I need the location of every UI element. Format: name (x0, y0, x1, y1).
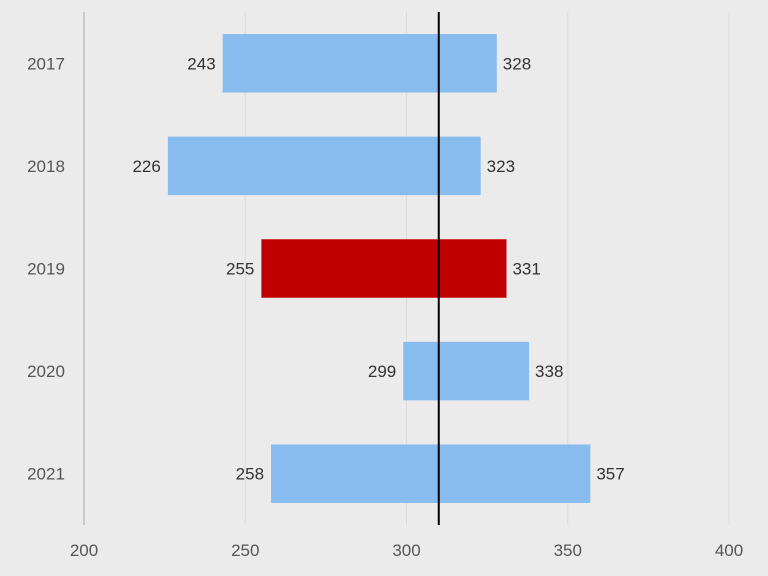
bar-2017 (222, 34, 497, 93)
high-value-label: 328 (503, 54, 531, 73)
low-value-label: 299 (368, 362, 396, 381)
x-tick-label: 400 (715, 541, 743, 560)
low-value-label: 255 (226, 260, 254, 279)
high-value-label: 357 (596, 465, 624, 484)
category-label: 2017 (27, 54, 65, 73)
high-value-label: 331 (512, 260, 540, 279)
category-label: 2021 (27, 465, 65, 484)
x-tick-label: 300 (392, 541, 420, 560)
labels: 200 250 300 350 400 2017 243 328 2018 226 323 2019 2… (27, 54, 743, 560)
category-label: 2020 (27, 362, 65, 381)
category-label: 2018 (27, 157, 65, 176)
low-value-label: 226 (132, 157, 160, 176)
bar-2019 (261, 239, 507, 298)
x-tick-label: 200 (70, 541, 98, 560)
low-value-label: 258 (236, 465, 264, 484)
high-value-label: 323 (487, 157, 515, 176)
category-label: 2019 (27, 260, 65, 279)
x-tick-label: 350 (554, 541, 582, 560)
bars (167, 34, 591, 503)
x-tick-label: 250 (231, 541, 259, 560)
low-value-label: 243 (187, 54, 215, 73)
bar-2021 (271, 444, 591, 503)
high-value-label: 338 (535, 362, 563, 381)
grid-lines (244, 12, 730, 525)
bar-2018 (167, 136, 481, 196)
bar-2020 (403, 341, 530, 401)
